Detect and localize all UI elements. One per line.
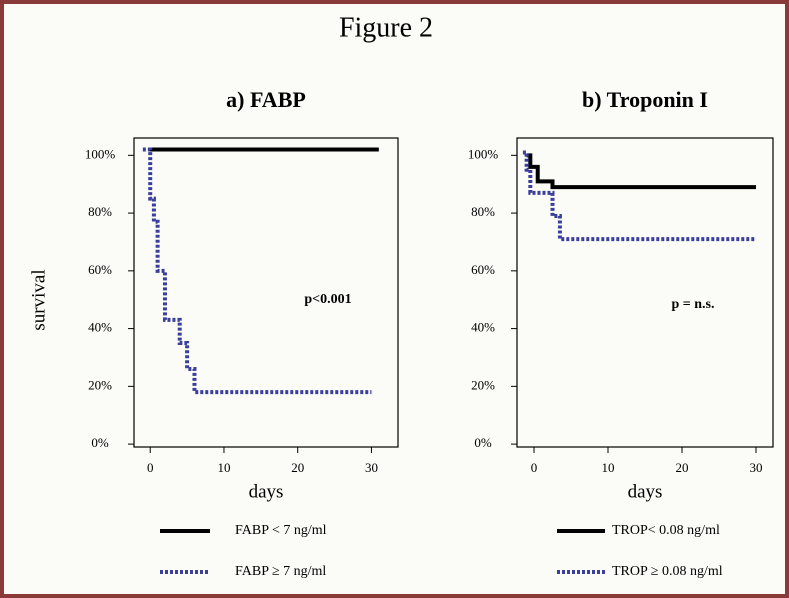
y-tick-label: 20% [88,377,112,392]
annotation: p = n.s. [672,297,715,312]
legend-label: TROP ≥ 0.08 ng/ml [612,564,723,579]
x-tick-label: 10 [217,460,230,475]
legend-label: FABP ≥ 7 ng/ml [235,564,326,579]
plot-frame [516,137,774,448]
plot-frame [133,137,399,448]
x-tick-label: 30 [749,460,762,475]
y-tick-label: 100% [85,146,116,161]
figure-title: Figure 2 [339,12,433,43]
survival-curve [142,147,372,395]
y-tick-label: 100% [468,146,499,161]
x-tick-label: 0 [147,460,154,475]
survival-curve [522,150,756,242]
y-tick-label: 0% [474,435,492,450]
x-axis-label: days [249,481,284,502]
x-tick-label: 10 [602,460,615,475]
y-axis-label: survival [28,269,49,330]
y-tick-label: 40% [88,320,112,335]
y-tick-label: 60% [88,262,112,277]
legend-label: FABP < 7 ng/ml [235,523,327,538]
y-tick-label: 60% [471,262,495,277]
x-tick-label: 30 [365,460,378,475]
survival-curve [526,153,756,190]
annotation: p<0.001 [304,292,351,307]
x-tick-label: 20 [675,460,688,475]
x-tick-label: 0 [531,460,538,475]
y-tick-label: 40% [471,320,495,335]
y-tick-label: 80% [88,204,112,219]
y-tick-label: 0% [91,435,109,450]
panel-title: b) Troponin I [582,87,708,112]
legend-label: TROP< 0.08 ng/ml [612,523,720,538]
panel-title: a) FABP [226,87,306,112]
x-axis-label: days [628,481,663,502]
x-tick-label: 20 [291,460,304,475]
y-tick-label: 20% [471,377,495,392]
y-tick-label: 80% [471,204,495,219]
